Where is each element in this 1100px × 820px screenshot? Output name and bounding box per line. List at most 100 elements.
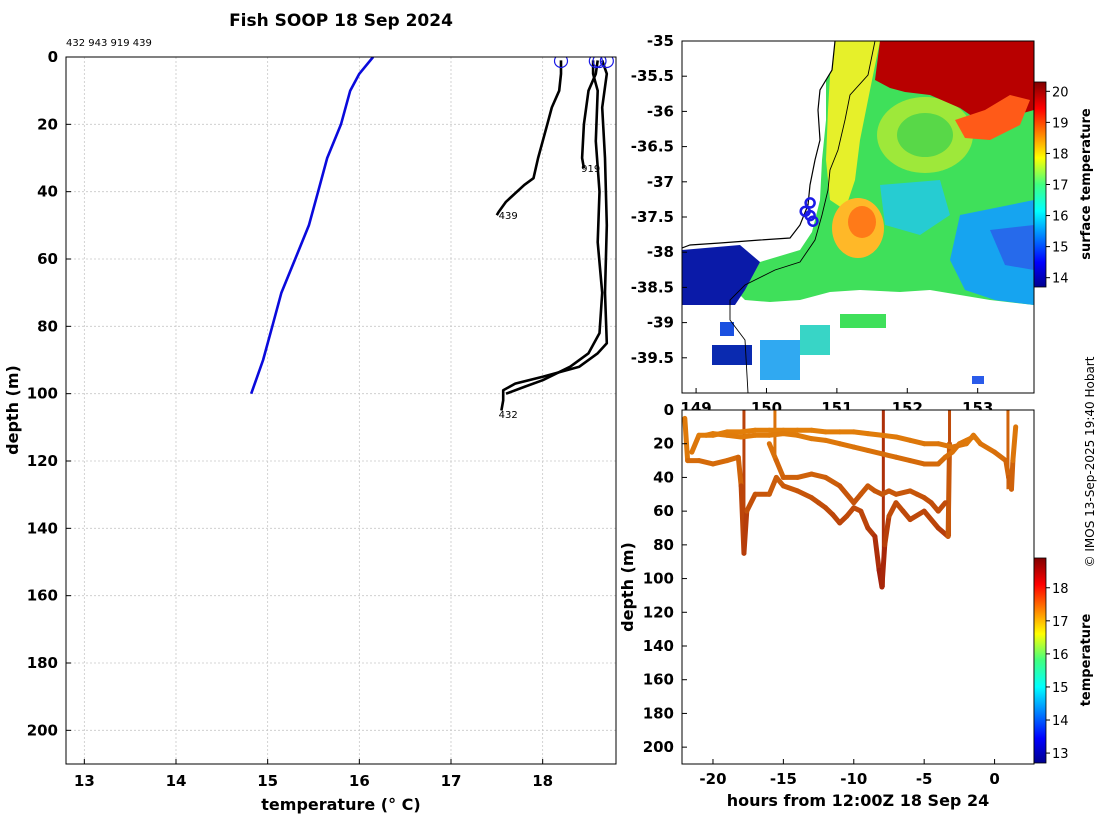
x-tick-label: 15 [257, 772, 278, 790]
dt-y-tick-label: 20 [653, 435, 674, 453]
sst-map: -35 -35.5 -36 -36.5 -37 -37.5 -38 -38.5 -39 -39.5… [631, 32, 1094, 417]
depth-time-ylabel: depth (m) [618, 542, 637, 632]
profile-line-432 [500, 59, 609, 411]
dt-segment [977, 441, 998, 455]
dt-segment [837, 483, 857, 506]
x-tick-label: 16 [349, 772, 370, 790]
map-southern-patch-2 [800, 325, 830, 355]
dt-y-tick-label: 160 [643, 671, 674, 689]
sst-colorbar-tick-label: 18 [1052, 147, 1069, 162]
depth-time-area [682, 410, 1034, 764]
dt-segment [741, 508, 750, 556]
profile-ids-header: 432 943 919 439 [66, 38, 152, 49]
map-y-tick-label: -37.5 [631, 208, 674, 226]
profiles-ylabel: depth (m) [3, 365, 22, 455]
map-y-tick-label: -39.5 [631, 349, 674, 367]
temp-colorbar-tick-label: 13 [1052, 747, 1069, 762]
dt-x-tick-label: -10 [840, 770, 867, 788]
dt-x-tick-label: -5 [916, 770, 933, 788]
y-tick-label: 0 [48, 48, 58, 66]
surface-marker [592, 57, 607, 69]
map-deploy-markers [799, 197, 819, 227]
dt-segment [689, 432, 702, 455]
temp-colorbar [1033, 557, 1047, 764]
dt-x-tick-label: 0 [989, 770, 999, 788]
dt-y-tick-label: 100 [643, 570, 674, 588]
map-y-tick-label: -38 [647, 243, 674, 261]
dt-segment [766, 474, 779, 497]
map-land [682, 41, 835, 248]
sst-colorbar-label: surface temperature [1079, 108, 1094, 260]
dt-segment [872, 533, 882, 573]
x-tick-label: 18 [532, 772, 553, 790]
dt-segment [1008, 458, 1016, 492]
map-southern-patch-4 [712, 345, 752, 365]
map-cold-patch-east [990, 225, 1034, 270]
dt-segment [858, 508, 871, 531]
profiles-series: 432 439 919 [249, 57, 614, 421]
sst-colorbar-tick-label: 20 [1052, 85, 1069, 100]
profile-line-919 [580, 60, 599, 169]
sst-colorbar-ticks: 14 15 16 17 18 19 20 [1046, 85, 1069, 287]
dt-y-tick-label: 200 [643, 738, 674, 756]
map-cool-patch-east [950, 200, 1034, 305]
temp-colorbar-tick-label: 16 [1052, 648, 1069, 663]
dt-segment [935, 500, 948, 514]
dt-segment [963, 434, 976, 443]
dt-track-4 [766, 441, 948, 514]
x-tick-label: 14 [166, 772, 187, 790]
map-isobath [729, 41, 876, 393]
deploy-location-marker [804, 209, 816, 222]
figure-title: Fish SOOP 18 Sep 2024 [229, 11, 453, 31]
surface-marker [599, 57, 614, 69]
map-eac-warm-water [875, 41, 1034, 125]
dt-y-tick-label: 60 [653, 502, 674, 520]
temp-colorbar-tick-label: 14 [1052, 714, 1069, 729]
y-tick-label: 80 [37, 317, 58, 335]
depth-time-xlabel: hours from 12:00Z 18 Sep 24 [727, 791, 989, 810]
x-tick-label: 13 [74, 772, 95, 790]
deploy-location-marker [804, 197, 816, 209]
dt-segment [1003, 458, 1012, 480]
temp-colorbar-tick-label: 15 [1052, 681, 1069, 696]
y-tick-label: 200 [27, 721, 58, 739]
dt-segment [823, 474, 843, 489]
profile-line-climatology [249, 57, 375, 395]
sst-colorbar-tick-label: 17 [1052, 179, 1069, 194]
map-y-tick-label: -37 [647, 173, 674, 191]
map-y-tick-label: -36 [647, 102, 674, 120]
x-tick-label: 17 [441, 772, 462, 790]
surface-marker [588, 57, 603, 69]
dt-x-tick-label: -15 [770, 770, 797, 788]
map-coastline [682, 41, 836, 249]
map-eddy-core [897, 113, 953, 157]
surface-marker [553, 57, 569, 69]
y-tick-label: 120 [27, 452, 58, 470]
y-tick-label: 100 [27, 385, 58, 403]
profile-id-label: 439 [499, 211, 518, 222]
map-southern-patch-1 [840, 314, 886, 328]
y-tick-label: 20 [37, 115, 58, 133]
temp-colorbar-tick-label: 17 [1052, 615, 1069, 630]
map-coastal-tongue [826, 41, 880, 210]
depth-time-series [682, 410, 1019, 590]
sst-colorbar-tick-label: 16 [1052, 210, 1069, 225]
dt-segment [879, 542, 888, 590]
map-y-tick-label: -38.5 [631, 278, 674, 296]
profile-id-label: 432 [499, 410, 518, 421]
depth-time-ticks: -20 -15 -10 -5 0 0 20 40 60 80 100 120 140 160 180 200 [643, 401, 1000, 788]
dt-y-tick-label: 180 [643, 704, 674, 722]
dt-segment [945, 441, 953, 539]
dt-track-1 [682, 415, 953, 590]
sst-colorbar [1033, 81, 1047, 288]
dt-segment [773, 458, 786, 480]
map-cool-patch-central [880, 180, 950, 235]
map-y-tick-label: -36.5 [631, 138, 674, 156]
sst-colorbar-tick-label: 15 [1052, 241, 1069, 256]
sst-colorbar-tick-label: 19 [1052, 116, 1069, 131]
map-y-tick-label: -35.5 [631, 67, 674, 85]
profiles-xlabel: temperature (° C) [261, 795, 420, 814]
